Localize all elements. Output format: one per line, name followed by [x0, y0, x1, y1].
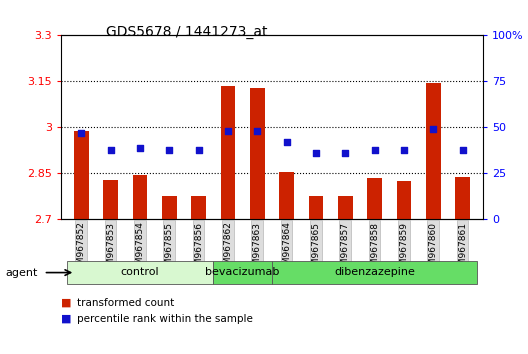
Point: [165, 147, 174, 152]
Point: [253, 128, 261, 134]
Text: GSM967854: GSM967854: [135, 222, 145, 276]
Text: transformed count: transformed count: [77, 298, 174, 308]
Point: [400, 147, 408, 152]
Bar: [191, 196, 206, 219]
Text: GSM967858: GSM967858: [370, 222, 379, 276]
Text: GSM967855: GSM967855: [165, 222, 174, 276]
Text: GSM967857: GSM967857: [341, 222, 350, 276]
Point: [458, 147, 467, 152]
Point: [106, 147, 115, 152]
Text: percentile rank within the sample: percentile rank within the sample: [77, 314, 252, 324]
Text: GSM967856: GSM967856: [194, 222, 203, 276]
Bar: [308, 196, 323, 219]
Text: GSM967853: GSM967853: [106, 222, 115, 276]
Point: [370, 147, 379, 152]
Text: agent: agent: [5, 268, 37, 278]
Text: GSM967861: GSM967861: [458, 222, 467, 276]
Bar: [103, 179, 118, 219]
Point: [77, 130, 86, 136]
Text: GSM967863: GSM967863: [253, 222, 262, 276]
Text: GSM967852: GSM967852: [77, 222, 86, 276]
Point: [224, 128, 232, 134]
Text: GSM967860: GSM967860: [429, 222, 438, 276]
Text: ■: ■: [61, 298, 71, 308]
Text: control: control: [120, 267, 159, 277]
Bar: [397, 181, 411, 219]
FancyBboxPatch shape: [213, 261, 272, 284]
Bar: [162, 196, 176, 219]
Point: [312, 150, 320, 156]
Bar: [367, 178, 382, 219]
Bar: [250, 87, 265, 219]
Point: [341, 150, 350, 156]
Point: [194, 147, 203, 152]
Text: GSM967864: GSM967864: [282, 222, 291, 276]
Point: [429, 126, 438, 132]
Text: ■: ■: [61, 314, 71, 324]
Bar: [133, 175, 147, 219]
Bar: [221, 86, 235, 219]
Point: [282, 139, 291, 145]
FancyBboxPatch shape: [272, 261, 477, 284]
FancyBboxPatch shape: [67, 261, 213, 284]
Text: bevacizumab: bevacizumab: [205, 267, 280, 277]
Text: GSM967859: GSM967859: [399, 222, 409, 276]
Bar: [279, 172, 294, 219]
Text: GSM967862: GSM967862: [223, 222, 232, 276]
Bar: [74, 131, 89, 219]
Bar: [426, 83, 440, 219]
Bar: [455, 177, 470, 219]
Point: [136, 145, 144, 150]
Text: GSM967865: GSM967865: [312, 222, 320, 276]
Text: GDS5678 / 1441273_at: GDS5678 / 1441273_at: [106, 25, 267, 39]
Text: dibenzazepine: dibenzazepine: [334, 267, 415, 277]
Bar: [338, 196, 353, 219]
